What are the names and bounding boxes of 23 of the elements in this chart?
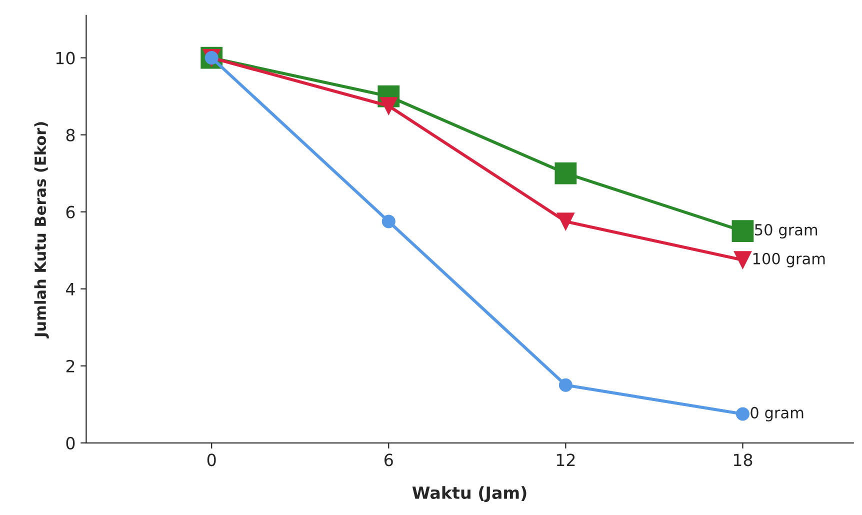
x-tick-label: 12 (556, 454, 575, 466)
y-tick-label: 0 (66, 436, 75, 450)
x-axis-title: Waktu (Jam) (412, 486, 526, 502)
point (736, 407, 750, 421)
x-tick-label: 0 (207, 454, 216, 466)
point (556, 212, 575, 230)
point (558, 378, 572, 392)
y-tick-label: 8 (66, 128, 75, 142)
y-axis-title: Jumlah Kutu Beras (Ekor) (34, 122, 49, 338)
series-label: 0 gram (750, 406, 804, 422)
y-tick-label: 4 (66, 283, 75, 296)
point (734, 251, 752, 269)
series-label: 100 gram (753, 252, 825, 268)
point (732, 220, 754, 242)
point (380, 97, 398, 115)
point (554, 162, 577, 184)
series-label: 50 gram (755, 224, 818, 238)
y-tick-label: 10 (56, 52, 75, 64)
x-tick-label: 18 (734, 454, 752, 466)
x-tick-label: 6 (384, 454, 393, 466)
y-tick-label: 2 (66, 360, 74, 372)
point (382, 214, 396, 228)
y-tick-label: 6 (66, 206, 75, 218)
